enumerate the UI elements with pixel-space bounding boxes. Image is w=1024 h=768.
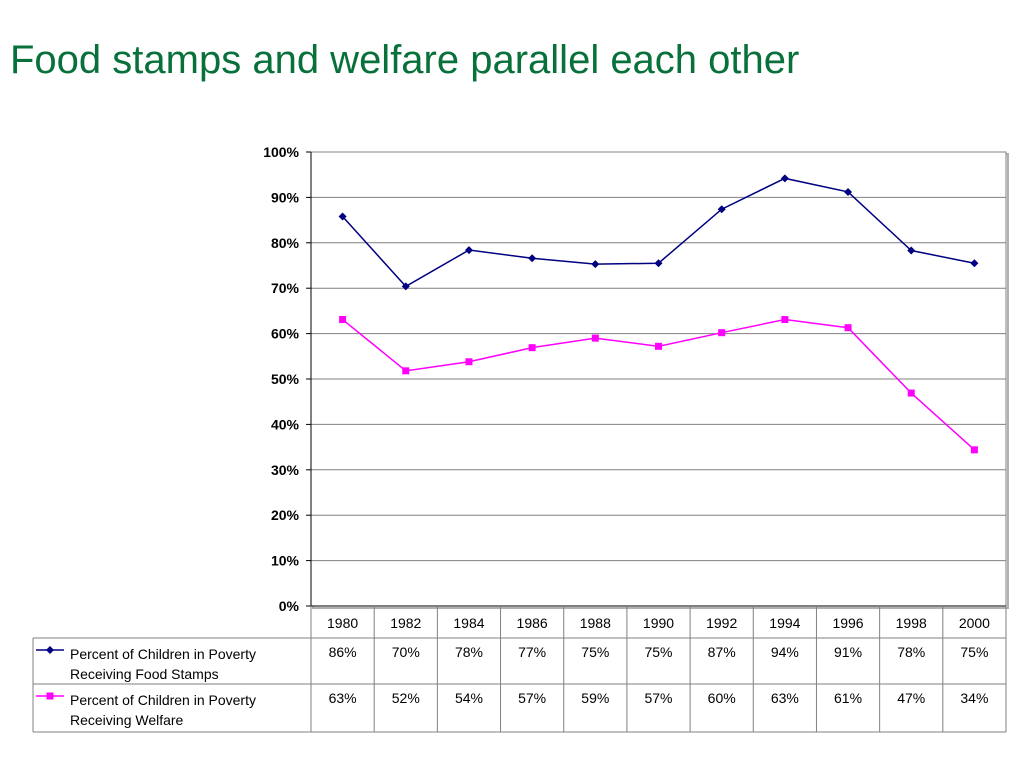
data-label: 47% bbox=[897, 690, 925, 706]
data-point bbox=[338, 212, 347, 221]
y-tick-label: 50% bbox=[271, 371, 300, 387]
y-tick-label: 70% bbox=[271, 280, 300, 296]
data-point bbox=[465, 358, 473, 366]
data-label: 94% bbox=[771, 644, 799, 660]
x-tick-label: 1994 bbox=[769, 615, 800, 631]
x-tick-label: 1988 bbox=[580, 615, 611, 631]
data-label: 86% bbox=[329, 644, 357, 660]
data-label: 34% bbox=[960, 690, 988, 706]
y-axis: 0% 10% 20% 30% 40% 50% 60% 70% 80% 90% 100% bbox=[263, 144, 312, 614]
x-tick-label: 1990 bbox=[643, 615, 674, 631]
y-tick-label: 40% bbox=[271, 416, 300, 432]
data-point bbox=[844, 324, 852, 332]
data-label: 78% bbox=[455, 644, 483, 660]
data-label: 57% bbox=[518, 690, 546, 706]
data-point bbox=[401, 282, 410, 291]
y-tick-label: 30% bbox=[271, 462, 300, 478]
x-tick-label: 1998 bbox=[896, 615, 927, 631]
legend-entry-label: Receiving Food Stamps bbox=[70, 666, 219, 682]
y-tick-label: 100% bbox=[263, 144, 299, 160]
series-lines bbox=[338, 174, 979, 454]
data-point bbox=[780, 174, 789, 183]
y-tick-label: 10% bbox=[271, 553, 300, 569]
data-label: 61% bbox=[834, 690, 862, 706]
legend-entry-label: Percent of Children in Poverty bbox=[70, 646, 256, 662]
data-label: 60% bbox=[708, 690, 736, 706]
data-point bbox=[844, 187, 853, 196]
data-point bbox=[591, 260, 600, 269]
data-label: 59% bbox=[581, 690, 609, 706]
x-tick-label: 1992 bbox=[706, 615, 737, 631]
data-point bbox=[339, 316, 347, 324]
legend-entry-label: Receiving Welfare bbox=[70, 712, 184, 728]
data-point bbox=[528, 344, 536, 352]
x-tick-label: 1984 bbox=[453, 615, 484, 631]
slide-title: Food stamps and welfare parallel each ot… bbox=[10, 38, 800, 82]
data-label: 63% bbox=[771, 690, 799, 706]
y-tick-label: 80% bbox=[271, 235, 300, 251]
data-point bbox=[970, 259, 979, 268]
data-label: 63% bbox=[329, 690, 357, 706]
y-tick-label: 20% bbox=[271, 507, 300, 523]
data-point bbox=[907, 246, 916, 255]
data-label: 52% bbox=[392, 690, 420, 706]
data-point bbox=[970, 446, 978, 454]
data-label: 91% bbox=[834, 644, 862, 660]
x-tick-label: 1986 bbox=[517, 615, 548, 631]
data-label: 78% bbox=[897, 644, 925, 660]
x-tick-label: 1980 bbox=[327, 615, 358, 631]
data-point bbox=[654, 259, 663, 268]
legend-key-marker bbox=[46, 646, 54, 654]
data-point bbox=[718, 329, 726, 337]
data-point bbox=[464, 246, 473, 255]
data-label: 54% bbox=[455, 690, 483, 706]
data-point bbox=[655, 342, 662, 350]
data-table: 1980 1982 1984 1986 1988 1990 1992 1994 1996 1998… bbox=[32, 605, 1007, 733]
data-label: 70% bbox=[392, 644, 420, 660]
legend-entry-label: Percent of Children in Poverty bbox=[70, 692, 256, 708]
data-label: 75% bbox=[581, 644, 609, 660]
data-point bbox=[907, 389, 915, 397]
y-tick-label: 60% bbox=[271, 326, 300, 342]
x-tick-label: 2000 bbox=[959, 615, 990, 631]
data-label: 87% bbox=[708, 644, 736, 660]
data-point bbox=[528, 254, 537, 263]
x-tick-label: 1996 bbox=[832, 615, 863, 631]
y-tick-label: 90% bbox=[271, 189, 300, 205]
data-label: 75% bbox=[960, 644, 988, 660]
data-point bbox=[717, 205, 726, 214]
data-label: 77% bbox=[518, 644, 546, 660]
data-point bbox=[781, 316, 789, 324]
data-point bbox=[402, 367, 410, 375]
data-label: 57% bbox=[644, 690, 672, 706]
plot-area bbox=[310, 151, 1009, 609]
data-point bbox=[591, 334, 599, 342]
x-tick-label: 1982 bbox=[390, 615, 421, 631]
y-tick-label: 0% bbox=[279, 598, 300, 614]
legend-key-marker bbox=[46, 692, 54, 700]
data-label: 75% bbox=[644, 644, 672, 660]
gridlines bbox=[311, 196, 1006, 562]
